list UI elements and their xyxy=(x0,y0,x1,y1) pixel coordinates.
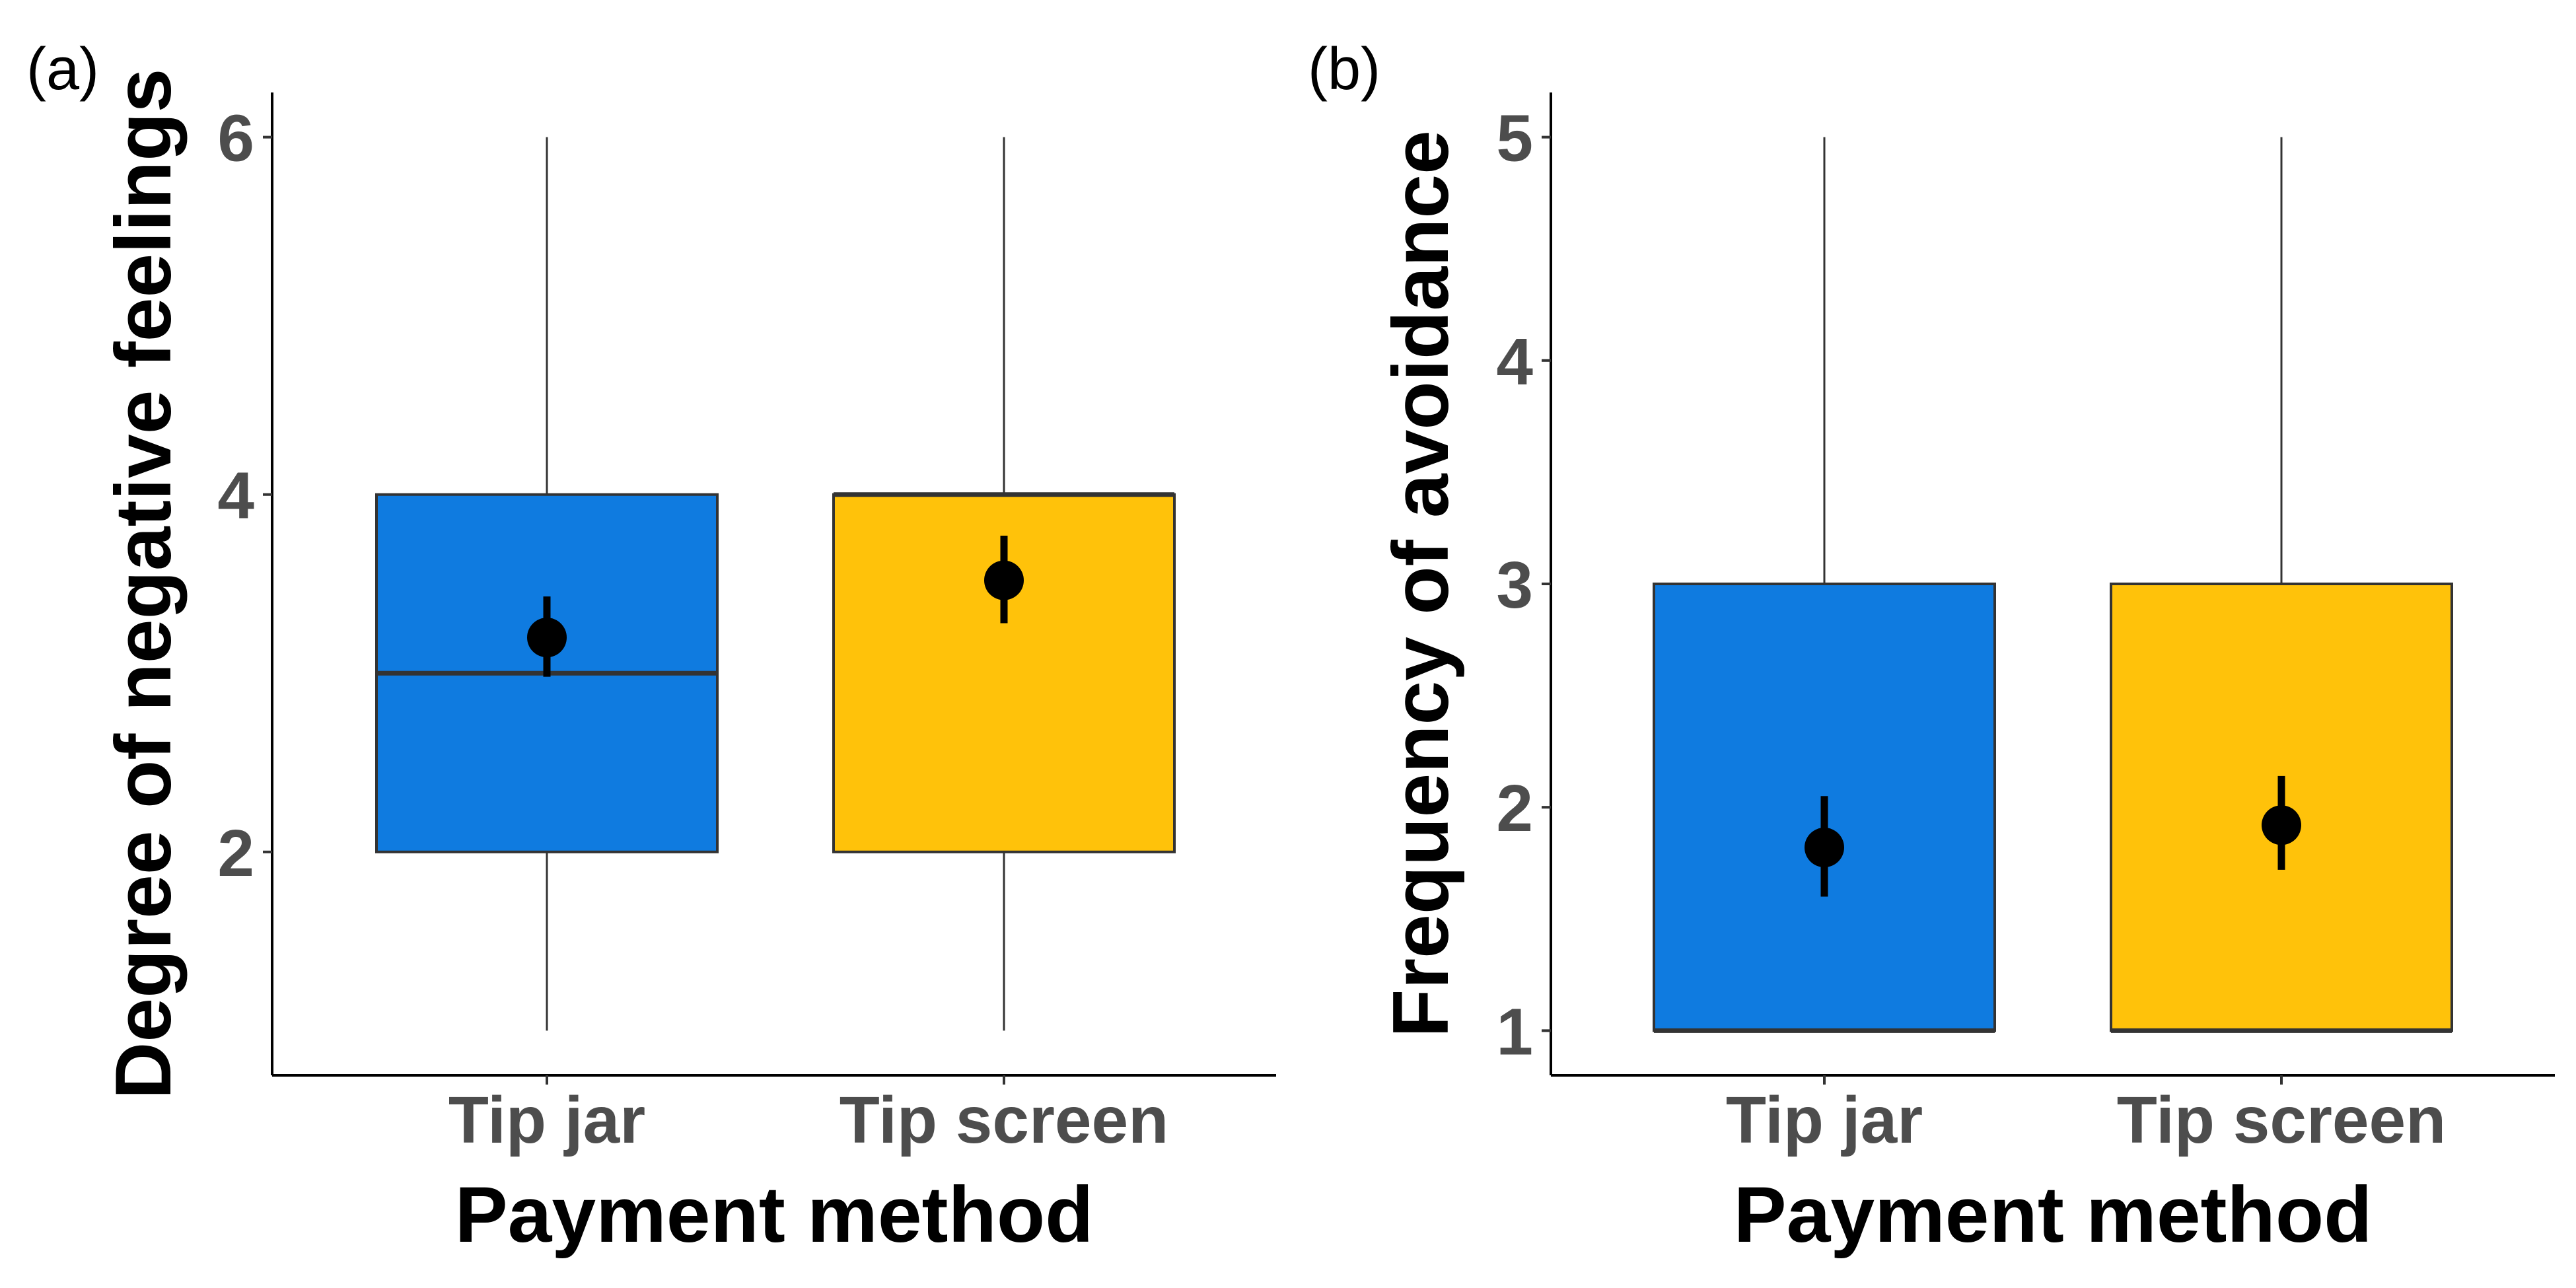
mean-point xyxy=(2262,805,2301,845)
mean-point xyxy=(527,618,567,658)
x-axis-title: Payment method xyxy=(455,1170,1094,1259)
x-tick-label: Tip screen xyxy=(840,1083,1168,1157)
y-axis-title: Frequency of avoidance xyxy=(1377,130,1465,1038)
y-tick-label: 3 xyxy=(1496,548,1533,622)
y-tick-label: 1 xyxy=(1496,995,1533,1069)
y-tick-label: 6 xyxy=(217,102,254,176)
x-axis-title: Payment method xyxy=(1734,1170,2373,1259)
box-tip-screen xyxy=(2110,137,2453,1033)
box-tip-jar xyxy=(375,137,719,1031)
x-tick-label: Tip screen xyxy=(2117,1083,2446,1157)
y-tick-label: 2 xyxy=(217,816,254,890)
x-tick-label: Tip jar xyxy=(1726,1083,1923,1157)
y-tick-label: 5 xyxy=(1496,102,1533,176)
panel-label: (b) xyxy=(1308,36,1380,102)
box-tip-jar xyxy=(1653,137,1996,1033)
mean-point xyxy=(1805,828,1844,868)
panel-b: (b) 1 2 3 4 5 Tip jar Tip screen Payment method F… xyxy=(1308,36,2555,1259)
panel-label: (a) xyxy=(26,36,99,102)
mean-point xyxy=(984,560,1024,600)
x-tick-label: Tip jar xyxy=(448,1083,645,1157)
box-tip-screen xyxy=(832,137,1176,1031)
y-tick-label: 4 xyxy=(217,459,254,533)
panel-a: (a) 2 4 6 Tip jar Tip screen Payment method Deg… xyxy=(26,36,1276,1259)
y-axis-title: Degree of negative feelings xyxy=(99,69,188,1099)
y-tick-label: 4 xyxy=(1496,325,1533,399)
y-tick-label: 2 xyxy=(1496,771,1533,845)
